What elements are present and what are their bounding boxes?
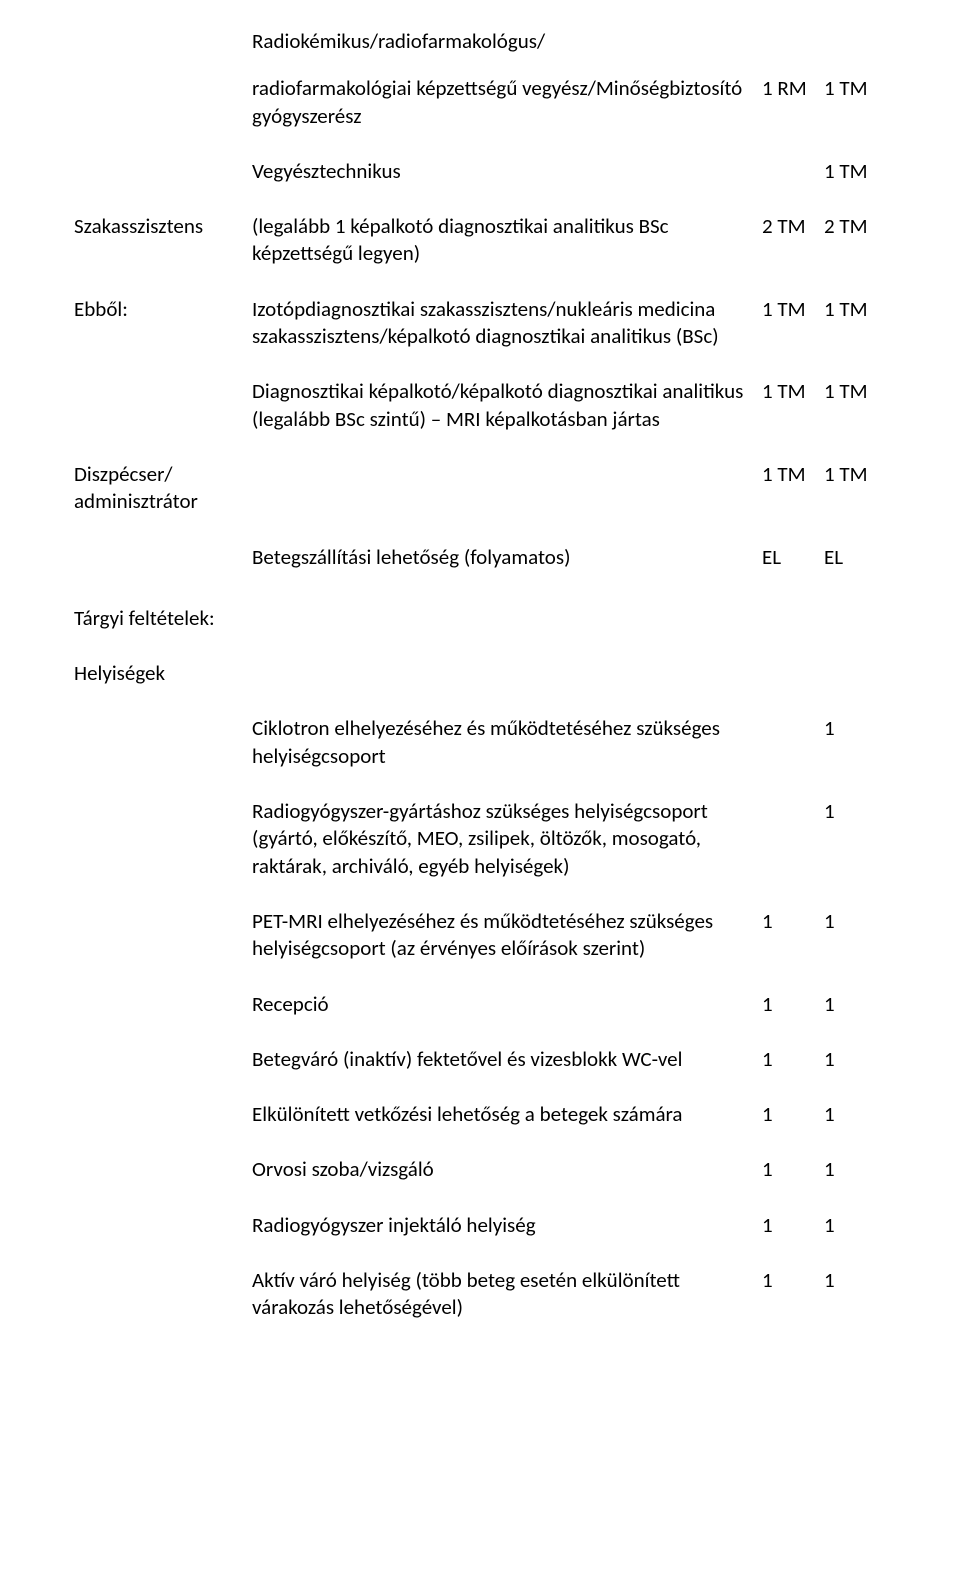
row-value-2: 1 <box>824 1212 886 1239</box>
row-description: Betegváró (inaktív) fektetővel és vizesb… <box>252 1046 762 1073</box>
row-value-2: 1 <box>824 1046 886 1073</box>
row-description: Recepció <box>252 991 762 1018</box>
table-row: Diszpécser/ adminisztrátor 1 TM 1 TM <box>74 461 886 516</box>
row-value-1: 1 TM <box>762 296 824 323</box>
row-value-1: 1 TM <box>762 461 824 488</box>
row-value-2: 1 <box>824 991 886 1018</box>
row-description: Vegyésztechnikus <box>252 158 762 185</box>
row-value-1: 1 <box>762 1156 824 1183</box>
table-row: Ciklotron elhelyezéséhez és működtetéséh… <box>74 715 886 770</box>
section-heading-row: Tárgyi feltételek: <box>74 605 886 632</box>
table-row: PET-MRI elhelyezéséhez és működtetéséhez… <box>74 908 886 963</box>
row-value-1: 1 <box>762 1212 824 1239</box>
row-label: Helyiségek <box>74 660 252 687</box>
section-heading-row: Helyiségek <box>74 660 886 687</box>
row-description: Izotópdiagnosztikai szakasszisztens/nukl… <box>252 296 762 351</box>
table-row: Radiogyógyszer injektáló helyiség 1 1 <box>74 1212 886 1239</box>
row-value-1: 1 TM <box>762 378 824 405</box>
table-row: Betegszállítási lehetőség (folyamatos) E… <box>74 544 886 571</box>
table-row: Radiogyógyszer-gyártáshoz szükséges hely… <box>74 798 886 880</box>
row-description: Aktív váró helyiség (több beteg esetén e… <box>252 1267 762 1322</box>
row-value-1: 1 <box>762 908 824 935</box>
table-row: Aktív váró helyiség (több beteg esetén e… <box>74 1267 886 1322</box>
row-value-1: 1 <box>762 1267 824 1294</box>
row-description: radiofarmakológiai képzettségű vegyész/M… <box>252 75 762 130</box>
row-label: Szakasszisztens <box>74 213 252 240</box>
table-row: Elkülönített vetkőzési lehetőség a beteg… <box>74 1101 886 1128</box>
table-row: Szakasszisztens (legalább 1 képalkotó di… <box>74 213 886 268</box>
row-value-1: EL <box>762 544 824 571</box>
row-description: PET-MRI elhelyezéséhez és működtetéséhez… <box>252 908 762 963</box>
row-value-2: 1 TM <box>824 75 886 102</box>
row-label: Tárgyi feltételek: <box>74 605 252 632</box>
row-value-2: 1 <box>824 1156 886 1183</box>
row-description: Elkülönített vetkőzési lehetőség a beteg… <box>252 1101 762 1128</box>
row-description: Betegszállítási lehetőség (folyamatos) <box>252 544 762 571</box>
row-value-2: 1 <box>824 1101 886 1128</box>
row-value-2: 1 TM <box>824 378 886 405</box>
table-row: Orvosi szoba/vizsgáló 1 1 <box>74 1156 886 1183</box>
row-value-2: 1 TM <box>824 296 886 323</box>
row-value-1: 1 <box>762 991 824 1018</box>
table-row: Betegváró (inaktív) fektetővel és vizesb… <box>74 1046 886 1073</box>
row-label: Diszpécser/ adminisztrátor <box>74 461 252 516</box>
row-description: Radiokémikus/radiofarmakológus/ <box>252 28 762 55</box>
row-value-2: 2 TM <box>824 213 886 240</box>
table-row: Radiokémikus/radiofarmakológus/ <box>74 28 886 55</box>
table-row: Ebből: Izotópdiagnosztikai szakassziszte… <box>74 296 886 351</box>
row-value-2: 1 <box>824 715 886 742</box>
row-value-2: EL <box>824 544 886 571</box>
row-value-1: 1 RM <box>762 75 824 102</box>
table-row: Diagnosztikai képalkotó/képalkotó diagno… <box>74 378 886 433</box>
row-value-2: 1 <box>824 798 886 825</box>
row-value-2: 1 TM <box>824 158 886 185</box>
row-description: Diagnosztikai képalkotó/képalkotó diagno… <box>252 378 762 433</box>
row-value-1: 1 <box>762 1046 824 1073</box>
row-value-2: 1 TM <box>824 461 886 488</box>
row-description: Ciklotron elhelyezéséhez és működtetéséh… <box>252 715 762 770</box>
document-page: Radiokémikus/radiofarmakológus/ radiofar… <box>0 0 960 1579</box>
table-row: radiofarmakológiai képzettségű vegyész/M… <box>74 75 886 130</box>
table-row: Recepció 1 1 <box>74 991 886 1018</box>
row-label: Ebből: <box>74 296 252 323</box>
row-description: Radiogyógyszer-gyártáshoz szükséges hely… <box>252 798 762 880</box>
row-value-1: 2 TM <box>762 213 824 240</box>
row-value-1: 1 <box>762 1101 824 1128</box>
row-description: (legalább 1 képalkotó diagnosztikai anal… <box>252 213 762 268</box>
row-description: Orvosi szoba/vizsgáló <box>252 1156 762 1183</box>
row-value-2: 1 <box>824 908 886 935</box>
row-description: Radiogyógyszer injektáló helyiség <box>252 1212 762 1239</box>
row-value-2: 1 <box>824 1267 886 1294</box>
table-row: Vegyésztechnikus 1 TM <box>74 158 886 185</box>
